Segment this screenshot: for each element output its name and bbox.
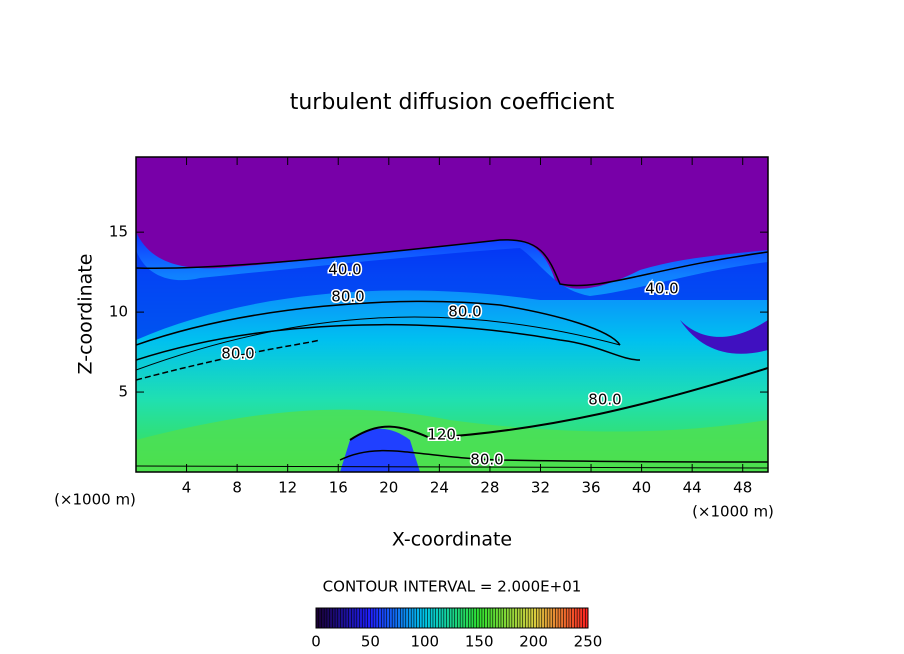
y-unit-label: (×1000 m) (54, 491, 136, 509)
x-axis-label: X-coordinate (392, 529, 512, 551)
x-tick-label: 40 (632, 479, 651, 497)
contour-label: 80.0 (448, 303, 481, 321)
colorbar-tick-label: 200 (519, 633, 548, 651)
x-tick-label: 16 (329, 479, 348, 497)
contour-label: 80.0 (331, 288, 364, 306)
contour-label: 120. (427, 426, 460, 444)
colorbar-tick-label: 100 (410, 633, 439, 651)
contour-interval: CONTOUR INTERVAL = 2.000E+01 (323, 578, 582, 596)
y-tick-label: 5 (118, 383, 128, 401)
colorbar-tick-label: 150 (465, 633, 494, 651)
y-axis-label: Z-coordinate (75, 254, 97, 375)
contour-label: 40.0 (328, 261, 361, 279)
colorbar-tick-label: 50 (361, 633, 380, 651)
x-tick-label: 8 (232, 479, 242, 497)
y-tick-label: 15 (109, 223, 128, 241)
x-tick-label: 4 (182, 479, 192, 497)
chart-title: turbulent diffusion coefficient (290, 90, 615, 115)
x-tick-label: 36 (581, 479, 600, 497)
colorbar-tick-label: 250 (574, 633, 603, 651)
x-tick-label: 28 (480, 479, 499, 497)
y-tick-label: 10 (109, 303, 128, 321)
x-tick-label: 44 (683, 479, 702, 497)
x-tick-label: 12 (278, 479, 297, 497)
x-tick-label: 48 (733, 479, 752, 497)
contour-label: 40.0 (645, 280, 678, 298)
contour-label: 80.0 (470, 451, 503, 469)
contour-label: 80.0 (588, 391, 621, 409)
x-tick-label: 32 (531, 479, 550, 497)
colorbar-tick-label: 0 (311, 633, 321, 651)
contour-label: 80.0 (221, 345, 254, 363)
x-unit-label: (×1000 m) (692, 503, 774, 521)
plot-frame (135, 156, 769, 473)
x-tick-label: 20 (379, 479, 398, 497)
field (136, 157, 768, 472)
x-tick-label: 24 (430, 479, 449, 497)
